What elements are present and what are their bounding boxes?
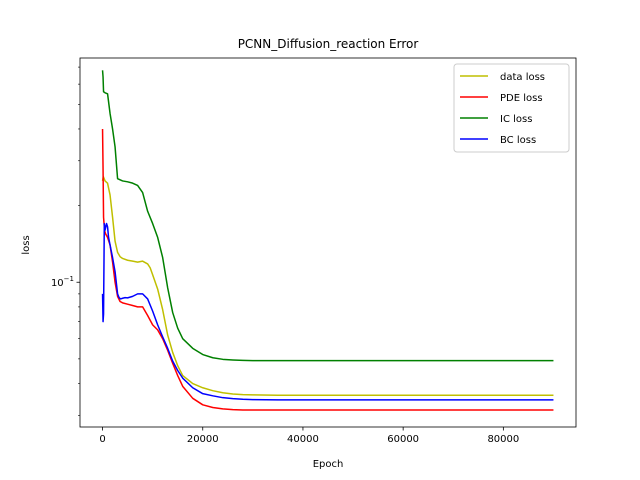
y-tick-label: 10−1 — [51, 275, 74, 289]
legend-label: IC loss — [500, 114, 532, 125]
legend-label: PDE loss — [500, 93, 543, 104]
y-axis-ticks: 10−1 — [51, 66, 80, 416]
chart-title: PCNN_Diffusion_reaction Error — [238, 37, 419, 51]
x-tick-label: 0 — [99, 434, 105, 445]
series-line-ic-loss — [101, 70, 554, 362]
x-tick-label: 20000 — [187, 434, 219, 445]
legend-label: data loss — [500, 72, 545, 83]
x-axis-ticks: 0 20000 40000 60000 80000 — [99, 427, 519, 445]
axes-frame — [79, 57, 577, 428]
x-tick-label: 40000 — [287, 434, 319, 445]
x-tick-label: 80000 — [487, 434, 519, 445]
legend: data loss PDE loss IC loss BC loss — [453, 63, 570, 153]
series-line-bc-loss — [101, 222, 554, 401]
x-axis-label: Epoch — [313, 459, 344, 470]
plot-area — [79, 57, 577, 428]
x-tick-label: 60000 — [387, 434, 419, 445]
legend-frame — [453, 63, 570, 153]
y-axis-label: loss — [21, 235, 32, 254]
series-line-data-loss — [101, 175, 554, 396]
legend-label: BC loss — [500, 135, 536, 146]
series-layer — [101, 70, 554, 411]
